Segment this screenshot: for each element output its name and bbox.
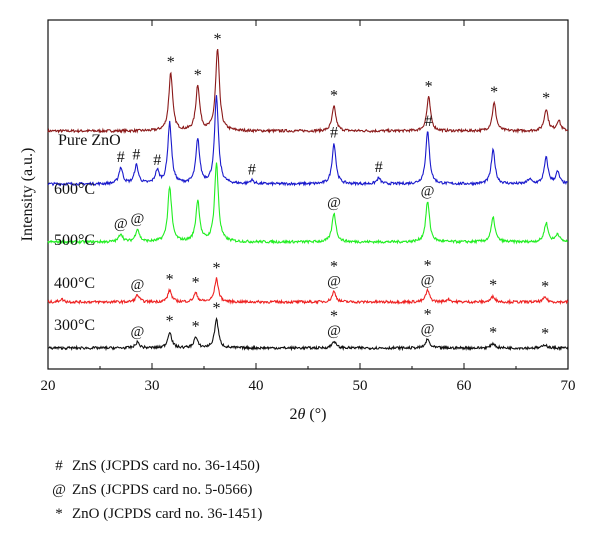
x-tick-label-4: 60 xyxy=(457,378,472,394)
peak-marker-4-3: * xyxy=(212,300,220,317)
peak-marker-0-6: * xyxy=(542,90,550,107)
peak-marker-4-1: * xyxy=(166,313,174,330)
legend-symbol: @ xyxy=(52,482,66,498)
legend-item-hash: # ZnS (JCPDS card no. 36-1450) xyxy=(48,454,262,478)
x-tick-label-1: 30 xyxy=(145,378,160,394)
series-label-1: 600°C xyxy=(54,181,95,198)
peak-marker-3-1: * xyxy=(166,271,174,288)
xrd-chart: ***** * *# # #####@ @@@@ * ** *@*@ * *@* ** *@*@ * * P… xyxy=(19,19,576,423)
peak-marker-0-4: * xyxy=(425,78,433,95)
peak-marker-0-2: * xyxy=(214,31,222,48)
legend-symbol: # xyxy=(55,458,63,474)
y-axis-label: Intensity (a.u.) xyxy=(19,148,36,242)
plot-area xyxy=(47,19,569,370)
peak-marker-3-5: @ xyxy=(421,272,435,288)
peak-marker-0-1: * xyxy=(194,67,202,84)
peak-marker-3-6: * xyxy=(489,277,497,294)
peak-marker-1-4: # xyxy=(330,124,338,141)
peak-marker-4-4: @ xyxy=(327,323,341,339)
legend-text: ZnS (JCPDS card no. 5-0566) xyxy=(72,482,253,498)
x-tick-label-2: 40 xyxy=(249,378,264,394)
peak-marker-0-0: * xyxy=(167,54,175,71)
series-line-3 xyxy=(47,277,569,306)
x-tick-label-0: 20 xyxy=(41,378,56,394)
legend-item-star: * ZnO (JCPDS card no. 36-1451) xyxy=(48,502,262,526)
peak-marker-2-3: @ xyxy=(421,183,435,199)
peak-marker-1-6: # xyxy=(425,113,433,130)
peak-marker-1-0: # xyxy=(117,149,125,166)
peak-marker-2-2: @ xyxy=(327,195,341,211)
series-line-1 xyxy=(47,95,568,187)
peak-marker-4-6: * xyxy=(489,324,497,341)
peak-marker-3-2: * xyxy=(192,274,200,291)
peak-marker-2-1: @ xyxy=(131,211,145,227)
series-label-3: 400°C xyxy=(54,275,95,292)
peak-marker-4-4: * xyxy=(330,308,338,325)
peak-marker-0-3: * xyxy=(330,88,338,105)
series-label-2: 500°C xyxy=(54,232,95,249)
peak-marker-4-7: * xyxy=(541,326,549,343)
peak-marker-3-4: @ xyxy=(327,274,341,290)
peak-marker-2-0: @ xyxy=(114,216,128,232)
legend-text: ZnS (JCPDS card no. 36-1450) xyxy=(72,458,260,474)
series-line-0 xyxy=(47,48,569,135)
peak-marker-1-5: # xyxy=(375,159,383,176)
series-label-4: 300°C xyxy=(54,317,95,334)
peak-marker-4-0: @ xyxy=(131,324,145,340)
peak-marker-1-2: # xyxy=(153,152,161,169)
peak-marker-4-5: * xyxy=(424,306,432,323)
x-axis-label: 2θ (°) xyxy=(290,406,327,423)
peak-marker-3-7: * xyxy=(541,278,549,295)
peak-marker-4-5: @ xyxy=(421,321,435,337)
peak-marker-1-1: # xyxy=(132,146,140,163)
peak-marker-0-5: * xyxy=(490,84,498,101)
peak-marker-3-3: * xyxy=(212,260,220,277)
peak-marker-3-4: * xyxy=(330,259,338,276)
peak-marker-3-0: @ xyxy=(131,277,145,293)
series-line-2 xyxy=(47,162,569,245)
series-label-0: Pure ZnO xyxy=(58,132,121,149)
peak-marker-1-3: # xyxy=(248,162,256,179)
x-tick-label-3: 50 xyxy=(353,378,368,394)
legend: # ZnS (JCPDS card no. 36-1450) @ ZnS (JCPD… xyxy=(48,454,262,526)
peak-marker-3-5: * xyxy=(424,257,432,274)
peak-marker-4-2: * xyxy=(192,319,200,336)
x-tick-label-5: 70 xyxy=(561,378,576,394)
series-line-4 xyxy=(47,316,569,352)
legend-text: ZnO (JCPDS card no. 36-1451) xyxy=(72,506,263,522)
legend-item-at: @ ZnS (JCPDS card no. 5-0566) xyxy=(48,478,262,502)
legend-symbol: * xyxy=(55,506,63,522)
